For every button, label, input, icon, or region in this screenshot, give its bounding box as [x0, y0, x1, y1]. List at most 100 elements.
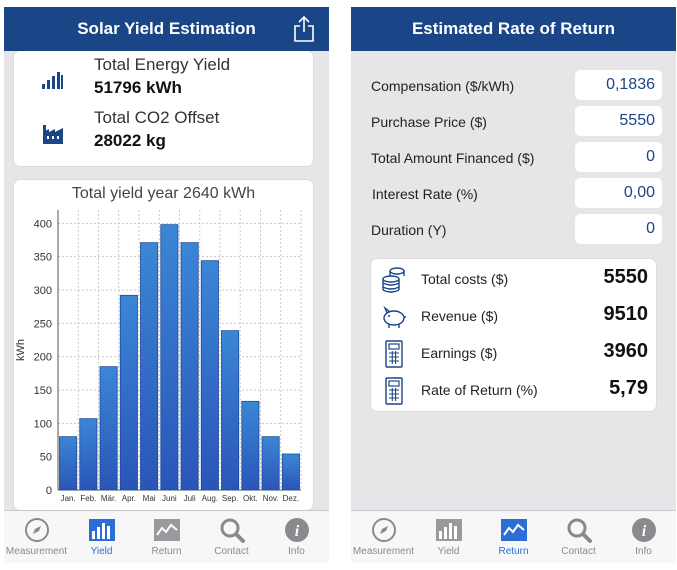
svg-text:i: i: [641, 523, 646, 540]
calculator-icon: [385, 340, 403, 368]
tab-label: Yield: [90, 546, 113, 557]
x-tick-label: Feb.: [80, 494, 96, 503]
search-icon: [220, 518, 245, 543]
interest-rate-row: Interest Rate (%): [351, 178, 676, 210]
tab-info[interactable]: i Info: [611, 511, 676, 563]
tab-yield[interactable]: Yield: [416, 511, 481, 563]
y-tick-label: 200: [34, 352, 52, 364]
search-icon: [567, 518, 592, 543]
energy-yield-row: Total Energy Yield 51796 kWh: [14, 53, 313, 103]
amount-financed-field[interactable]: [575, 142, 662, 172]
share-icon[interactable]: [293, 15, 315, 43]
yield-chart: 0 50 100 150 200 250 300 350 400 kWh Jan. Feb. Mär. A…: [15, 210, 302, 503]
page-title: Solar Yield Estimation: [77, 19, 256, 38]
chart-bar: [119, 294, 138, 491]
purchase-price-row: Purchase Price ($): [351, 106, 676, 138]
tab-label: Return: [151, 546, 182, 557]
rate-of-return-row: Rate of Return (%) 5,79: [371, 373, 656, 409]
rate-of-return-label: Rate of Return (%): [421, 382, 538, 398]
chart-title: Total yield year 2640 kWh: [71, 185, 256, 202]
piggy-bank-icon: [383, 305, 406, 328]
y-tick-label: 150: [34, 385, 52, 397]
revenue-row: Revenue ($) 9510: [371, 299, 656, 335]
tab-info[interactable]: i Info: [264, 511, 329, 563]
y-tick-label: 300: [34, 285, 52, 297]
amount-financed-row: Total Amount Financed ($): [351, 142, 676, 174]
tab-bar: Measurement Yield Return Cont: [4, 510, 329, 563]
purchase-price-label: Purchase Price ($): [371, 114, 487, 130]
revenue-label: Revenue ($): [421, 308, 499, 324]
earnings-label: Earnings ($): [421, 345, 498, 361]
y-axis-label: kWh: [15, 339, 27, 361]
info-icon: i: [631, 518, 656, 542]
compass-icon: [24, 518, 49, 542]
energy-yield-label: Total Energy Yield: [94, 55, 231, 74]
earnings-value: 3960: [603, 340, 649, 362]
tab-label: Return: [498, 546, 529, 557]
chart-bar: [160, 224, 179, 491]
chart-bar: [200, 260, 219, 491]
tab-return[interactable]: Return: [481, 511, 546, 563]
y-tick-label: 0: [46, 485, 52, 497]
calculator-icon: [385, 377, 403, 405]
x-tick-label: Dez.: [283, 494, 299, 503]
amount-financed-label: Total Amount Financed ($): [371, 150, 535, 166]
tab-contact[interactable]: Contact: [199, 511, 264, 563]
tab-contact[interactable]: Contact: [546, 511, 611, 563]
chart-bar: [59, 436, 78, 491]
duration-label: Duration (Y): [371, 222, 447, 238]
navigation-bar: Estimated Rate of Return: [351, 7, 676, 51]
tab-label: Measurement: [5, 546, 68, 557]
x-tick-label: Mär.: [101, 494, 117, 503]
interest-rate-field[interactable]: [575, 178, 662, 208]
duration-row: Duration (Y): [351, 214, 676, 246]
rate-of-return-value: 5,79: [609, 377, 648, 399]
x-tick-label: Sep.: [222, 494, 238, 503]
chart-bar: [140, 242, 159, 491]
tab-return[interactable]: Return: [134, 511, 199, 563]
revenue-value: 9510: [603, 303, 649, 325]
chart-bar: [281, 453, 300, 491]
earnings-row: Earnings ($) 3960: [371, 336, 656, 372]
x-tick-label: Okt.: [243, 494, 258, 503]
compensation-row: Compensation ($/kWh): [351, 70, 676, 102]
tab-measurement[interactable]: Measurement: [4, 511, 69, 563]
tab-measurement[interactable]: Measurement: [351, 511, 416, 563]
chart-bar: [79, 418, 98, 491]
return-screen: Estimated Rate of Return Compensation ($…: [351, 7, 676, 563]
tab-label: Contact: [561, 546, 596, 557]
y-tick-label: 50: [40, 452, 52, 464]
interest-rate-label: Interest Rate (%): [372, 186, 478, 202]
total-costs-label: Total costs ($): [421, 271, 509, 287]
chart-bar: [261, 436, 280, 491]
yield-chart-card: Total yield year 2640 kWh 0 50 100 150 200 25…: [14, 180, 313, 510]
tab-yield[interactable]: Yield: [69, 511, 134, 563]
x-tick-label: Aug.: [202, 494, 218, 503]
y-tick-label: 400: [34, 218, 52, 230]
chart-bar: [180, 242, 199, 491]
tab-bar: Measurement Yield Return Cont: [351, 510, 676, 563]
bar-chart-icon: [435, 519, 462, 541]
factory-icon: [43, 125, 63, 144]
y-tick-label: 250: [34, 318, 52, 330]
energy-yield-value: 51796 kWh: [94, 78, 182, 97]
x-tick-label: Jan.: [61, 494, 76, 503]
tab-label: Info: [635, 546, 652, 557]
x-tick-label: Mai: [143, 494, 156, 503]
x-tick-label: Apr.: [122, 494, 136, 503]
compensation-field[interactable]: [575, 70, 662, 100]
tab-label: Measurement: [352, 546, 415, 557]
tab-label: Info: [288, 546, 305, 557]
x-tick-label: Juni: [162, 494, 177, 503]
x-tick-label: Juli: [184, 494, 196, 503]
coins-icon: [382, 267, 405, 293]
duration-field[interactable]: [575, 214, 662, 244]
purchase-price-field[interactable]: [575, 106, 662, 136]
page-title: Estimated Rate of Return: [411, 19, 616, 38]
svg-text:i: i: [294, 523, 299, 540]
line-chart-icon: [500, 519, 527, 541]
total-costs-row: Total costs ($) 5550: [371, 262, 656, 298]
chart-bar: [241, 400, 260, 491]
y-tick-label: 350: [34, 252, 52, 264]
co2-offset-label: Total CO2 Offset: [94, 108, 220, 127]
